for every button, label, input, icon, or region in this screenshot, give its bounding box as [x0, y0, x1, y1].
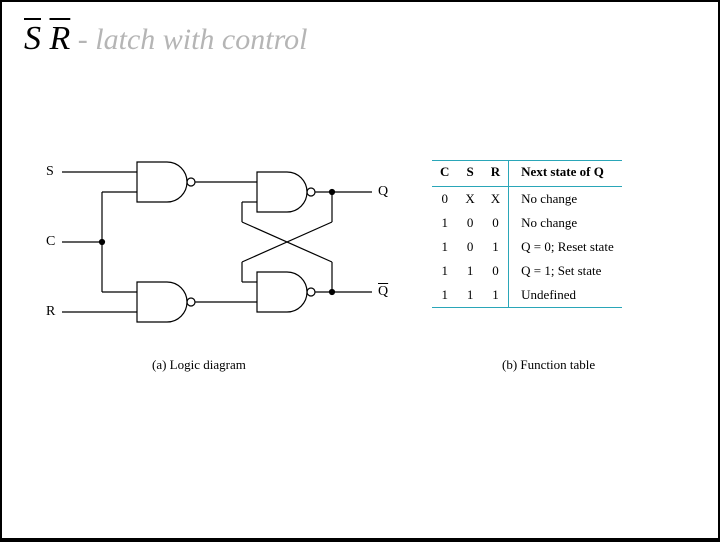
label-s: S: [46, 164, 54, 180]
label-c: C: [46, 234, 55, 250]
nand-gate-4: [257, 272, 307, 312]
logic-diagram: S C R Q Q: [32, 152, 402, 382]
col-c: C: [432, 161, 457, 187]
table-row: 1 0 1 Q = 0; Reset state: [432, 235, 622, 259]
cell: Q = 1; Set state: [509, 259, 622, 283]
diagram-caption: (a) Logic diagram: [152, 357, 246, 373]
logic-diagram-svg: [32, 152, 402, 352]
function-table: C S R Next state of Q 0 X X No change 1 …: [432, 160, 697, 308]
nand4-bubble: [307, 288, 315, 296]
cell: Q = 0; Reset state: [509, 235, 622, 259]
cell: 1: [432, 259, 457, 283]
cell: 0: [483, 211, 509, 235]
cell: 0: [483, 259, 509, 283]
table-caption: (b) Function table: [502, 357, 595, 373]
s-bar: S: [24, 20, 41, 57]
table-row: 1 1 1 Undefined: [432, 283, 622, 308]
label-r: R: [46, 304, 55, 320]
slide: S R - latch with control: [2, 2, 718, 538]
cell: 1: [483, 283, 509, 308]
r-bar: R: [50, 20, 71, 57]
table-header-row: C S R Next state of Q: [432, 161, 622, 187]
cell: 0: [457, 235, 482, 259]
title-rest: - latch with control: [70, 23, 307, 56]
table-body: 0 X X No change 1 0 0 No change 1 0 1 Q …: [432, 187, 622, 308]
cell: 1: [457, 283, 482, 308]
nand3-bubble: [307, 188, 315, 196]
nand1-bubble: [187, 178, 195, 186]
table-row: 0 X X No change: [432, 187, 622, 212]
nand-gate-3: [257, 172, 307, 212]
nand-gate-1: [137, 162, 187, 202]
label-q: Q: [378, 184, 388, 200]
title-sr: S R: [24, 20, 70, 57]
junction-q: [330, 190, 335, 195]
cell: No change: [509, 211, 622, 235]
table-row: 1 0 0 No change: [432, 211, 622, 235]
cell: 0: [457, 211, 482, 235]
col-next-state: Next state of Q: [509, 161, 622, 187]
table-row: 1 1 0 Q = 1; Set state: [432, 259, 622, 283]
cell: 1: [432, 283, 457, 308]
cell: 1: [483, 235, 509, 259]
function-table-table: C S R Next state of Q 0 X X No change 1 …: [432, 160, 622, 308]
cell: X: [483, 187, 509, 212]
nand-gate-2: [137, 282, 187, 322]
cell: 1: [457, 259, 482, 283]
junction-c: [100, 240, 105, 245]
cell: No change: [509, 187, 622, 212]
col-r: R: [483, 161, 509, 187]
cell: 1: [432, 211, 457, 235]
nand2-bubble: [187, 298, 195, 306]
cell: 1: [432, 235, 457, 259]
slide-title: S R - latch with control: [24, 20, 307, 58]
col-s: S: [457, 161, 482, 187]
junction-qbar: [330, 290, 335, 295]
label-qbar: Q: [378, 284, 388, 300]
cell: 0: [432, 187, 457, 212]
cell: X: [457, 187, 482, 212]
cell: Undefined: [509, 283, 622, 308]
